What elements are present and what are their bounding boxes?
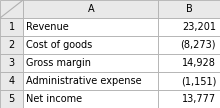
Text: 14,928: 14,928 [182, 58, 216, 68]
Text: 1: 1 [9, 22, 15, 32]
Text: 4: 4 [9, 76, 15, 86]
Bar [0, 18, 23, 36]
Text: Gross margin: Gross margin [26, 58, 91, 68]
Text: 5: 5 [8, 94, 15, 104]
Bar [0, 54, 23, 72]
Text: Revenue: Revenue [26, 22, 69, 32]
Text: 13,777: 13,777 [182, 94, 216, 104]
Bar [23, 54, 158, 72]
Text: Net income: Net income [26, 94, 82, 104]
Bar [158, 72, 220, 90]
Text: Cost of goods: Cost of goods [26, 40, 93, 50]
Bar [23, 72, 158, 90]
Bar [23, 36, 158, 54]
Bar [0, 0, 23, 18]
Bar [158, 18, 220, 36]
Bar [158, 36, 220, 54]
Bar [0, 36, 23, 54]
Text: (1,151): (1,151) [181, 76, 216, 86]
Text: 3: 3 [9, 58, 15, 68]
Text: B: B [186, 4, 192, 14]
Bar [158, 54, 220, 72]
Text: 2: 2 [8, 40, 15, 50]
Bar [158, 0, 220, 18]
Bar [158, 90, 220, 108]
Bar [0, 90, 23, 108]
Bar [23, 0, 158, 18]
Text: (8,273): (8,273) [181, 40, 216, 50]
Bar [0, 72, 23, 90]
Bar [23, 90, 158, 108]
Bar [23, 18, 158, 36]
Text: A: A [87, 4, 94, 14]
Text: 23,201: 23,201 [182, 22, 216, 32]
Text: Administrative expense: Administrative expense [26, 76, 142, 86]
